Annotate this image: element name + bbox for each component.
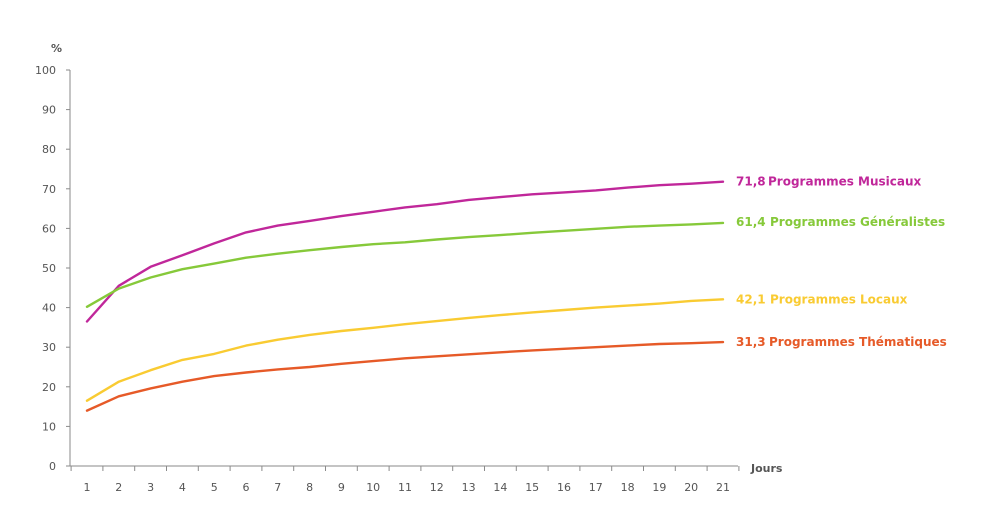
x-tick-label: 14 bbox=[493, 481, 507, 494]
x-tick-label: 15 bbox=[525, 481, 539, 494]
x-tick-label: 1 bbox=[84, 481, 91, 494]
x-tick-label: 9 bbox=[338, 481, 345, 494]
series-programmes-locaux: 42,1 Programmes Locaux bbox=[85, 292, 908, 402]
x-tick-label: 6 bbox=[243, 481, 250, 494]
x-tick-label: 4 bbox=[179, 481, 186, 494]
x-axis-label: Jours bbox=[750, 462, 783, 475]
series-programmes-g-n-ralistes: 61,4 Programmes Généralistes bbox=[85, 215, 945, 308]
x-tick-label: 2 bbox=[115, 481, 122, 494]
series-line bbox=[85, 340, 725, 412]
series-end-value: 42,1 bbox=[736, 292, 766, 306]
y-tick-label: 20 bbox=[42, 381, 56, 394]
y-tick-label: 80 bbox=[42, 143, 56, 156]
series-programmes-th-matiques: 31,3 Programmes Thématiques bbox=[85, 335, 947, 412]
x-tick-label: 20 bbox=[684, 481, 698, 494]
series-name-label: Programmes Musicaux bbox=[768, 175, 922, 189]
x-tick-label: 18 bbox=[621, 481, 635, 494]
y-tick-label: 60 bbox=[42, 222, 56, 235]
y-tick-label: 40 bbox=[42, 302, 56, 315]
x-tick-label: 10 bbox=[366, 481, 380, 494]
y-axis-label: % bbox=[51, 42, 62, 55]
y-tick-label: 70 bbox=[42, 183, 56, 196]
x-tick-label: 19 bbox=[652, 481, 666, 494]
y-tick-label: 50 bbox=[42, 262, 56, 275]
x-tick-label: 7 bbox=[274, 481, 281, 494]
series-end-value: 61,4 bbox=[736, 215, 766, 229]
x-tick-label: 5 bbox=[211, 481, 218, 494]
y-axis-ticks: 0 10 20 30 40 50 60 70 80 90 100 bbox=[35, 64, 70, 473]
y-tick-label: 100 bbox=[35, 64, 56, 77]
x-tick-label: 13 bbox=[462, 481, 476, 494]
y-tick-label: 30 bbox=[42, 341, 56, 354]
series-name-label: Programmes Thématiques bbox=[769, 335, 947, 349]
series-programmes-musicaux: 71,8 Programmes Musicaux bbox=[85, 175, 922, 323]
series-name-label: Programmes Généralistes bbox=[770, 215, 945, 229]
series-line bbox=[85, 180, 725, 323]
x-tick-label: 16 bbox=[557, 481, 571, 494]
series-line bbox=[85, 298, 725, 402]
y-tick-label: 10 bbox=[42, 420, 56, 433]
series-line bbox=[85, 221, 725, 308]
x-tick-label: 12 bbox=[430, 481, 444, 494]
x-tick-label: 17 bbox=[589, 481, 603, 494]
y-tick-label: 0 bbox=[49, 460, 56, 473]
series-end-value: 31,3 bbox=[736, 335, 766, 349]
x-tick-label: 11 bbox=[398, 481, 412, 494]
x-tick-label: 3 bbox=[147, 481, 154, 494]
series-name-label: Programmes Locaux bbox=[770, 292, 908, 306]
x-tick-label: 8 bbox=[306, 481, 313, 494]
x-tick-label: 21 bbox=[716, 481, 730, 494]
y-tick-label: 90 bbox=[42, 104, 56, 117]
x-axis-ticks: 1 2 3 4 5 6 7 8 9 10 11 12 13 14 15 16 17 18 19 20 21 bbox=[70, 466, 740, 494]
series-end-value: 71,8 bbox=[736, 175, 766, 189]
